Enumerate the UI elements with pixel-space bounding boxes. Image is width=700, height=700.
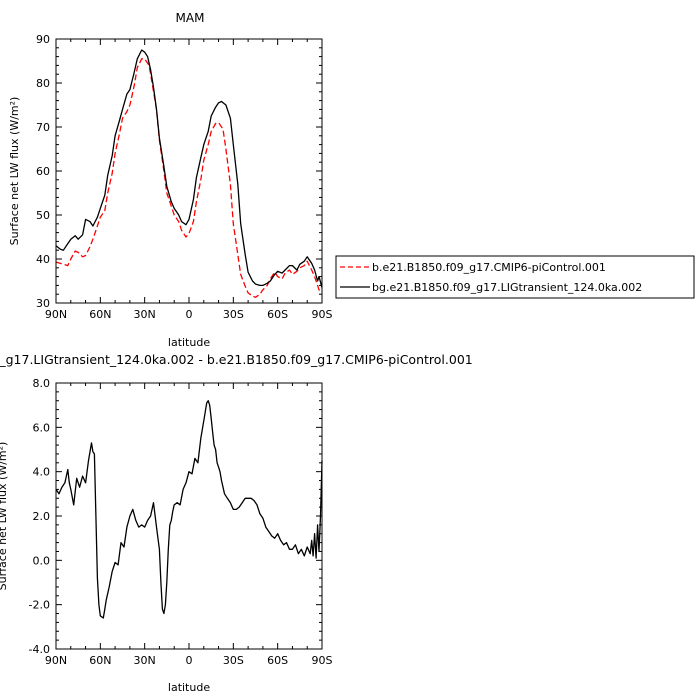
top-y-tick-label: 70 xyxy=(36,121,50,134)
bottom-y-tick-label: 8.0 xyxy=(33,377,51,390)
bottom-y-tick-label: -4.0 xyxy=(29,643,50,656)
top-x-tick-label: 30S xyxy=(223,308,244,321)
top-y-tick-label: 30 xyxy=(36,297,50,310)
top-plot-frame xyxy=(55,38,323,304)
legend-box xyxy=(335,255,695,299)
legend: b.e21.B1850.f09_g17.CMIP6-piControl.001 … xyxy=(335,255,695,299)
bottom-y-tick-label: -2.0 xyxy=(29,599,50,612)
legend-label-ligtransient: bg.e21.B1850.f09_g17.LIGtransient_124.0k… xyxy=(372,281,642,294)
bottom-plot-frame xyxy=(55,382,323,650)
bottom-x-tick-label: 60N xyxy=(89,654,111,667)
bottom-y-tick-label: 4.0 xyxy=(33,466,51,479)
bottom-y-tick-label: 2.0 xyxy=(33,510,51,523)
top-x-tick-label: 0 xyxy=(186,308,193,321)
top-y-tick-label: 80 xyxy=(36,77,50,90)
bottom-y-tick-label: 0.0 xyxy=(33,554,51,567)
top-y-tick-label: 50 xyxy=(36,209,50,222)
bottom-x-tick-label: 90N xyxy=(45,654,67,667)
bottom-panel: bg.e21.B1850.f09_g17.LIGtransient_124.0k… xyxy=(0,352,473,694)
top-panel-title: MAM xyxy=(176,11,205,25)
top-y-axis-label: Surface net LW flux (W/m²) xyxy=(8,97,21,246)
legend-label-picontrol: b.e21.B1850.f09_g17.CMIP6-piControl.001 xyxy=(372,261,606,274)
bottom-series-line-0 xyxy=(55,400,323,619)
top-x-tick-label: 90N xyxy=(45,308,67,321)
top-y-tick-label: 60 xyxy=(36,165,50,178)
bottom-series xyxy=(55,400,323,619)
top-x-axis-label: latitude xyxy=(168,336,210,349)
bottom-y-tick-label: 6.0 xyxy=(33,421,51,434)
top-x-tick-label: 60N xyxy=(89,308,111,321)
bottom-panel-title: bg.e21.B1850.f09_g17.LIGtransient_124.0k… xyxy=(0,352,473,367)
bottom-x-tick-label: 30N xyxy=(134,654,156,667)
bottom-x-tick-label: 60S xyxy=(267,654,288,667)
top-x-tick-label: 30N xyxy=(134,308,156,321)
top-series-line-1 xyxy=(55,49,323,288)
bottom-x-tick-label: 30S xyxy=(223,654,244,667)
top-y-tick-label: 90 xyxy=(36,33,50,46)
bottom-x-axis-label: latitude xyxy=(168,681,210,694)
top-panel: MAM 90N 60N 30N 0 30S 60S 90S 30 40 50 60 70 80 90 la… xyxy=(8,11,333,349)
top-axes: 90N 60N 30N 0 30S 60S 90S 30 40 50 60 70 80 90 xyxy=(36,33,333,321)
top-series xyxy=(55,49,323,298)
top-x-tick-label: 90S xyxy=(312,308,333,321)
top-series-line-0 xyxy=(55,58,323,298)
bottom-axes: 90N 60N 30N 0 30S 60S 90S -4.0 -2.0 0.0 2.0 4.0 6.0 8… xyxy=(29,377,333,667)
bottom-x-tick-label: 90S xyxy=(312,654,333,667)
top-y-tick-label: 40 xyxy=(36,253,50,266)
bottom-x-tick-label: 0 xyxy=(186,654,193,667)
bottom-y-axis-label: Surface net LW flux (W/m²) xyxy=(0,442,9,591)
top-x-tick-label: 60S xyxy=(267,308,288,321)
